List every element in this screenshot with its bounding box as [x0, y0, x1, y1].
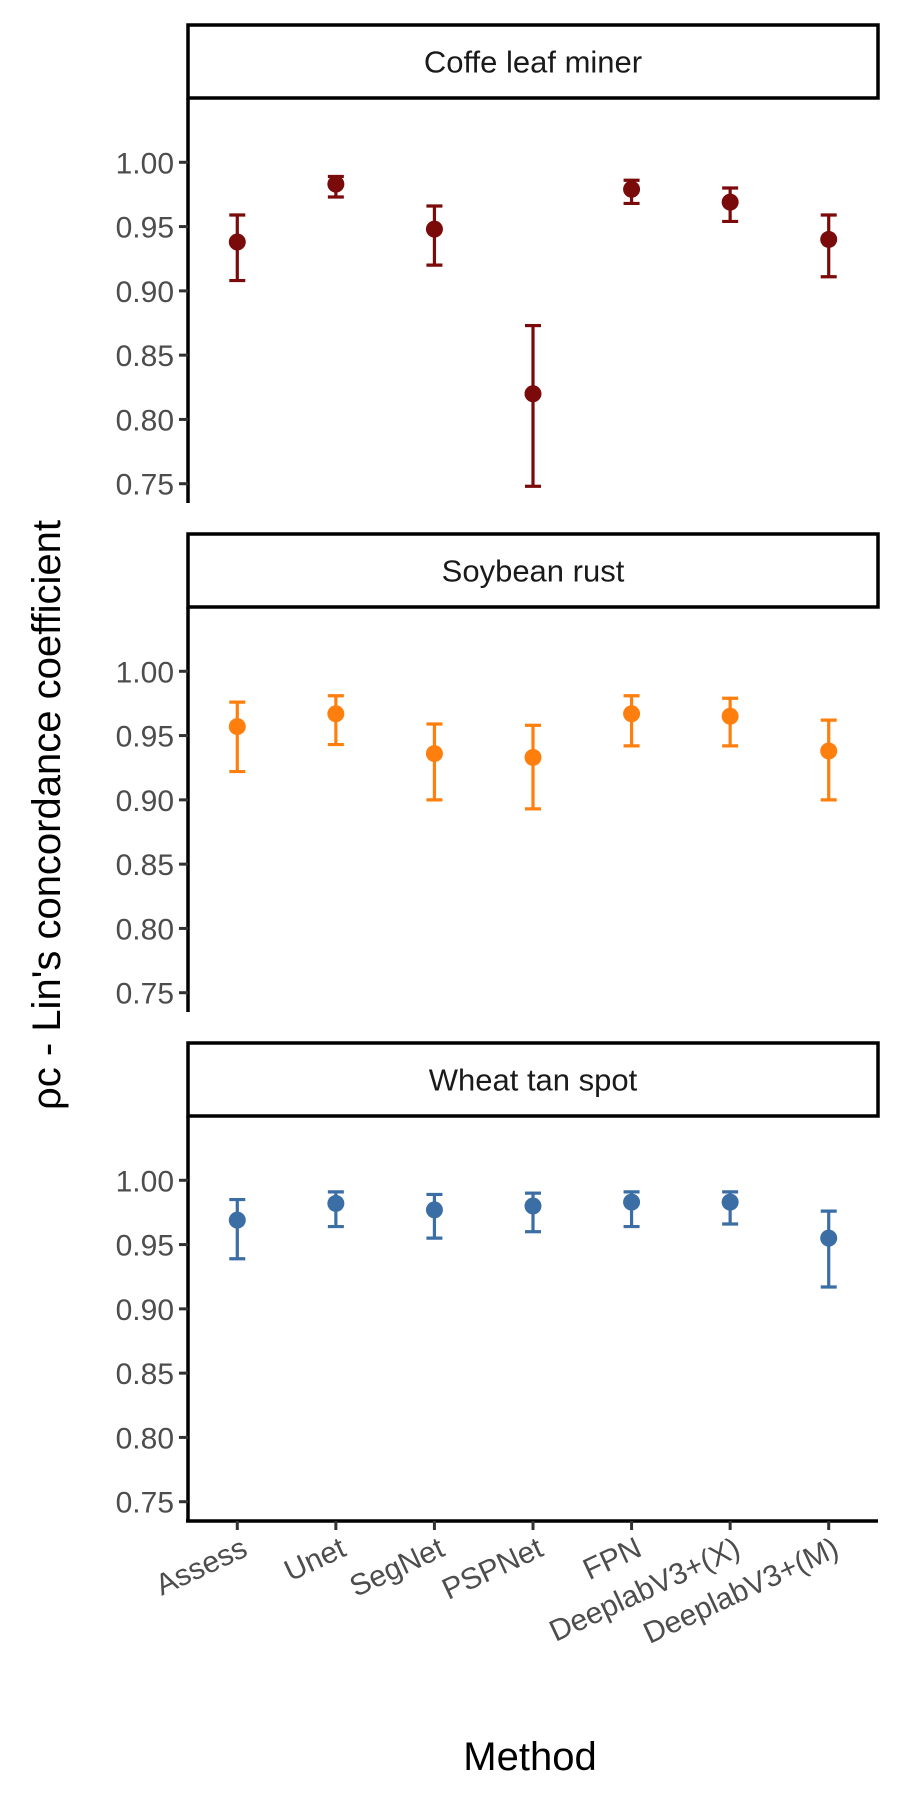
error-bar-Unet	[327, 1190, 345, 1229]
y-tick-label: 0.80	[116, 913, 174, 946]
error-bar-DeeplabV3+(M)	[820, 718, 838, 802]
data-point	[425, 220, 443, 238]
error-bar-PSPNet	[524, 1191, 542, 1234]
x-tick-label: Unet	[279, 1531, 351, 1588]
x-tick-label: Assess	[151, 1531, 253, 1602]
panel-3: Wheat tan spot 0.75 0.80 0.85 0.90 0.95 1.00	[116, 1041, 880, 1523]
strip-box	[186, 532, 880, 609]
data-point	[327, 175, 345, 193]
data-point	[721, 193, 739, 211]
panels: Coffe leaf miner 0.75 0.80 0.85 0.90 0.95 1.00…	[116, 23, 880, 1523]
error-bar-FPN	[623, 694, 641, 748]
x-axis-title: Method	[463, 1735, 596, 1779]
data-point	[228, 233, 246, 251]
y-tick-label: 1.00	[116, 1165, 174, 1198]
error-bar-DeeplabV3+(X)	[721, 696, 739, 748]
y-tick-label: 0.95	[116, 1230, 174, 1263]
y-tick-label: 1.00	[116, 147, 174, 180]
y-tick-label: 0.95	[116, 212, 174, 245]
data-point	[425, 1201, 443, 1219]
error-bar-SegNet	[425, 722, 443, 802]
error-bar-Assess	[228, 213, 246, 283]
error-bar-FPN	[623, 178, 641, 206]
data-point	[820, 742, 838, 760]
y-tick-label: 0.85	[116, 340, 174, 373]
strip-box	[186, 1041, 880, 1118]
strip-title: Coffe leaf miner	[424, 45, 642, 80]
data-point	[721, 707, 739, 725]
data-point	[228, 718, 246, 736]
y-tick-label: 0.75	[116, 469, 174, 502]
x-tick-label: PSPNet	[437, 1531, 548, 1606]
y-tick-label: 0.75	[116, 978, 174, 1011]
error-bar-DeeplabV3+(X)	[721, 186, 739, 224]
x-tick-label: SegNet	[345, 1531, 450, 1603]
data-point	[623, 1193, 641, 1211]
strip-box	[186, 23, 880, 100]
data-point	[820, 230, 838, 248]
error-bar-Unet	[327, 694, 345, 747]
y-tick-label: 0.90	[116, 276, 174, 309]
error-bar-Unet	[327, 174, 345, 199]
error-bar-DeeplabV3+(M)	[820, 213, 838, 279]
data-point	[820, 1229, 838, 1247]
data-point	[425, 745, 443, 763]
data-point	[524, 385, 542, 403]
panel-1: Coffe leaf miner 0.75 0.80 0.85 0.90 0.95 1.00	[116, 23, 880, 503]
error-bar-FPN	[623, 1190, 641, 1229]
data-point	[524, 748, 542, 766]
y-tick-label: 0.85	[116, 1358, 174, 1391]
y-tick-label: 0.95	[116, 721, 174, 754]
error-bar-PSPNet	[524, 723, 542, 811]
y-axis-title: ρc - Lin's concordance coefficient	[25, 520, 69, 1110]
y-tick-label: 0.75	[116, 1487, 174, 1520]
error-bar-SegNet	[425, 204, 443, 267]
error-bar-DeeplabV3+(X)	[721, 1190, 739, 1226]
data-point	[524, 1197, 542, 1215]
data-point	[327, 705, 345, 723]
error-bar-DeeplabV3+(M)	[820, 1209, 838, 1289]
y-tick-label: 1.00	[116, 656, 174, 689]
error-bar-PSPNet	[524, 323, 542, 488]
y-tick-label: 0.90	[116, 1294, 174, 1327]
data-point	[228, 1211, 246, 1229]
y-tick-label: 0.90	[116, 785, 174, 818]
error-bar-Assess	[228, 1197, 246, 1261]
y-tick-label: 0.85	[116, 849, 174, 882]
strip-title: Wheat tan spot	[429, 1063, 638, 1098]
y-tick-label: 0.80	[116, 404, 174, 437]
data-point	[327, 1194, 345, 1212]
panel-2: Soybean rust 0.75 0.80 0.85 0.90 0.95 1.00	[116, 532, 880, 1012]
error-bar-Assess	[228, 700, 246, 774]
y-tick-label: 0.80	[116, 1422, 174, 1455]
data-point	[623, 705, 641, 723]
data-point	[623, 180, 641, 198]
data-point	[721, 1193, 739, 1211]
error-bar-SegNet	[425, 1192, 443, 1240]
strip-title: Soybean rust	[442, 554, 625, 589]
